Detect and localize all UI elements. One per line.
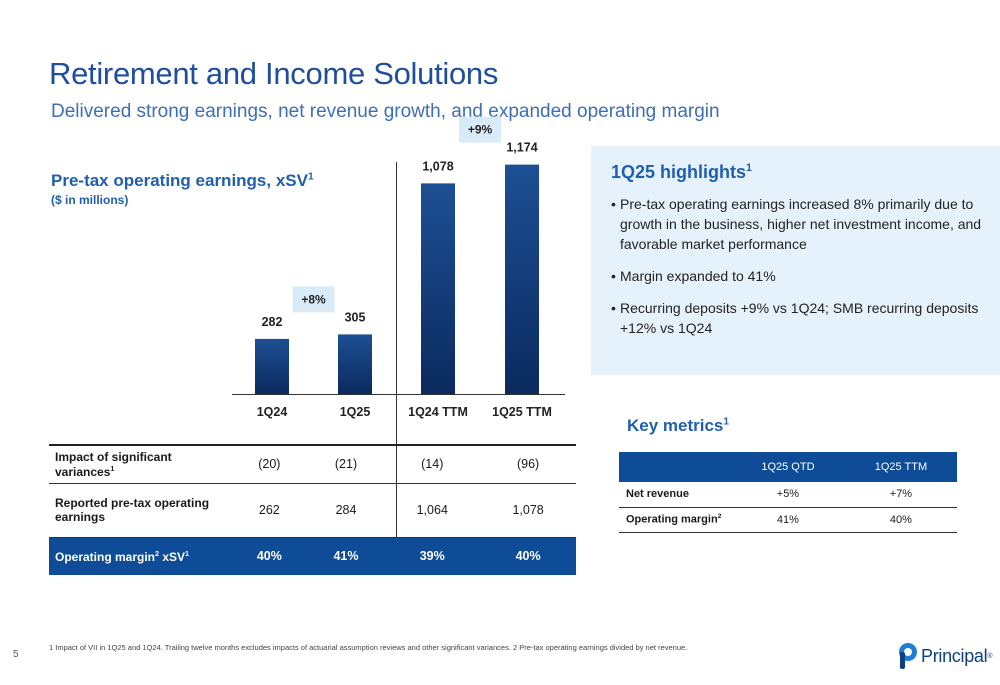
table-cell: (21): [307, 444, 385, 484]
table-cell: +7%: [844, 482, 957, 508]
table-cell: 262: [231, 483, 308, 538]
principal-logo: Principal ®: [897, 642, 993, 670]
logo-registered-mark: ®: [987, 652, 993, 660]
growth-callout-box: [459, 116, 501, 143]
stats-table: Impact of significant variances1 (20) (2…: [49, 444, 576, 575]
logo-text: Principal: [921, 645, 988, 666]
page-number: 5: [13, 649, 19, 660]
x-tick-label: 1Q25: [340, 405, 371, 419]
table-cell: 40%: [231, 537, 308, 575]
list-item: Pre-tax operating earnings increased 8% …: [611, 194, 991, 254]
x-tick-label: 1Q24: [257, 405, 288, 419]
table-cell: 1,064: [384, 483, 481, 538]
bar: [505, 164, 539, 394]
bar-value-label: 282: [262, 315, 283, 329]
key-metrics-title: Key metrics1: [627, 416, 730, 435]
table-row: Net revenue +5% +7%: [619, 482, 957, 508]
table-row: Impact of significant variances1 (20) (2…: [49, 444, 576, 484]
x-tick-label: 1Q24 TTM: [408, 405, 468, 419]
table-row: Reported pre-tax operating earnings 262 …: [49, 483, 576, 538]
empty-header: [619, 452, 731, 482]
row-label: Operating margin2: [619, 507, 731, 533]
table-cell: 41%: [307, 537, 385, 575]
list-item: Recurring deposits +9% vs 1Q24; SMB recu…: [611, 298, 991, 338]
table-cell: (20): [231, 444, 308, 484]
chart-units: ($ in millions): [51, 193, 129, 207]
highlights-title: 1Q25 highlights1: [611, 162, 753, 182]
column-header: 1Q25 QTD: [731, 452, 845, 482]
highlights-list: Pre-tax operating earnings increased 8% …: [611, 194, 991, 350]
x-tick-label: 1Q25 TTM: [492, 405, 552, 419]
table-cell: 1,078: [480, 483, 576, 538]
row-label: Impact of significant variances1: [49, 444, 231, 484]
slide-subtitle: Delivered strong earnings, net revenue g…: [51, 101, 720, 122]
list-item: Margin expanded to 41%: [611, 266, 991, 286]
bar-value-label: 305: [345, 310, 366, 324]
table-cell: (96): [480, 444, 576, 484]
growth-callout-box: [292, 286, 335, 313]
table-cell: 40%: [480, 537, 576, 575]
key-metrics-table: 1Q25 QTD 1Q25 TTM Net revenue +5% +7% Op…: [619, 452, 957, 533]
principal-logo-icon: [899, 643, 917, 669]
table-cell: +5%: [731, 482, 845, 508]
row-label: Net revenue: [619, 482, 731, 508]
slide-title: Retirement and Income Solutions: [49, 56, 499, 91]
table-row-highlight: Operating margin2 xSV1 40% 41% 39% 40%: [49, 537, 576, 575]
table-cell: 41%: [731, 507, 845, 533]
footnote: 1 Impact of VII in 1Q25 and 1Q24. Traili…: [49, 643, 688, 652]
row-label: Reported pre-tax operating earnings: [49, 483, 231, 538]
chart-title: Pre-tax operating earnings, xSV1: [51, 171, 314, 190]
table-header-row: 1Q25 QTD 1Q25 TTM: [619, 452, 957, 482]
bar: [338, 334, 372, 394]
growth-callout-label: +8%: [301, 292, 326, 306]
growth-callout-label: +9%: [468, 123, 493, 137]
table-cell: 40%: [844, 507, 957, 533]
bar: [255, 338, 289, 394]
column-header: 1Q25 TTM: [844, 452, 957, 482]
table-cell: 284: [307, 483, 385, 538]
bar: [421, 183, 455, 394]
table-cell: 39%: [384, 537, 481, 575]
table-cell: (14): [384, 444, 481, 484]
bar-value-label: 1,174: [506, 141, 537, 155]
row-label: Operating margin2 xSV1: [49, 537, 231, 575]
bar-value-label: 1,078: [422, 159, 453, 173]
table-row: Operating margin2 41% 40%: [619, 507, 957, 533]
